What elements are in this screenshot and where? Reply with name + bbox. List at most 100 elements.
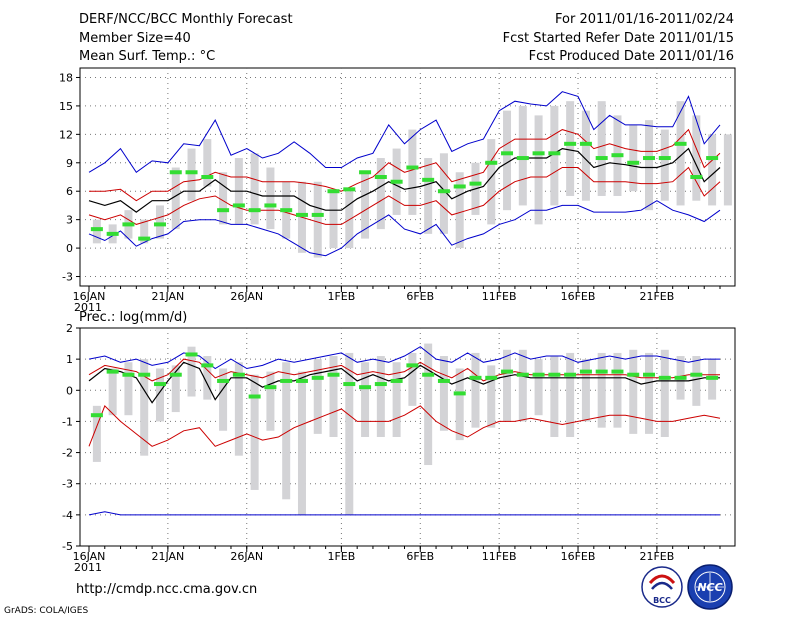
p1-spread-box: [140, 219, 149, 244]
p2-median-marker: [437, 378, 450, 383]
produced-date: Fcst Produced Date 2011/01/16: [528, 49, 734, 64]
p1-spread-box: [171, 167, 180, 230]
p2-median-marker: [422, 372, 435, 377]
p1-xtick-year: 2011: [74, 301, 102, 314]
p1-median-marker: [201, 175, 214, 179]
p1-median-marker: [122, 222, 135, 227]
p2-median-marker: [311, 375, 324, 380]
p1-median-marker: [706, 156, 719, 161]
p1-spread-box: [266, 167, 275, 230]
p2-spread-box: [203, 356, 212, 400]
p1-ytick-label: 0: [66, 242, 73, 255]
p1-series-upper: [89, 128, 721, 202]
p2-spread-box: [187, 346, 196, 397]
p1-spread-box: [487, 139, 496, 225]
p2-series-upper: [88, 358, 720, 382]
p2-spread-box: [424, 343, 433, 466]
p2-spread-box: [392, 362, 401, 437]
p1-median-marker: [469, 181, 482, 186]
p2-spread-box: [282, 362, 291, 500]
p1-spread-box: [692, 115, 701, 201]
p1-spread-box: [645, 120, 654, 211]
p2-xtick-label: 21JAN: [151, 550, 184, 563]
p1-median-marker: [374, 175, 387, 179]
p2-median-marker: [690, 372, 703, 377]
chart-title: DERF/NCC/BCC Monthly Forecast: [79, 12, 293, 27]
p2-median-marker: [469, 375, 482, 380]
p2-median-marker: [706, 375, 719, 380]
p1-xtick-label: 11FEB: [482, 290, 517, 303]
p2-spread-box: [376, 356, 385, 437]
p2-ytick-label: -3: [62, 478, 73, 491]
p2-xtick-label: 11FEB: [482, 550, 517, 563]
p2-median-marker: [264, 385, 277, 390]
p1-xtick-label: 1FEB: [327, 290, 355, 303]
footer-url[interactable]: http://cmdp.ncc.cma.gov.cn: [76, 582, 258, 597]
p2-spread-box: [613, 352, 622, 428]
p2-ytick-label: 2: [66, 322, 73, 335]
p2-median-marker: [343, 382, 356, 387]
p1-spread-box: [455, 172, 464, 249]
p1-spread-box: [424, 158, 433, 234]
p1-spread-box: [361, 172, 370, 239]
p2-median-marker: [516, 372, 529, 377]
p2-series-min: [88, 511, 720, 516]
p2-series-lower: [88, 405, 721, 447]
p1-spread-box: [581, 110, 590, 201]
p1-spread-box: [597, 101, 606, 196]
p1-spread-box: [313, 181, 322, 258]
p2-ytick-label: -1: [62, 415, 73, 428]
p1-median-marker: [359, 170, 372, 175]
p2-median-marker: [327, 372, 340, 377]
p2-spread-box: [408, 352, 417, 406]
p2-median-marker: [169, 372, 182, 377]
p2-spread-box: [518, 349, 527, 422]
p2-spread-box: [140, 359, 149, 456]
p2-spread-box: [108, 368, 117, 416]
p2-spread-box: [566, 352, 575, 437]
p1-spread-box: [550, 105, 559, 206]
p2-ytick-label: -5: [62, 540, 73, 553]
p2-median-marker: [359, 385, 372, 390]
p2-median-marker: [485, 375, 498, 380]
p1-median-marker: [343, 187, 356, 192]
p1-median-marker: [295, 212, 308, 217]
svg-text:NCC: NCC: [697, 581, 722, 594]
p2-spread-box: [92, 405, 101, 462]
p1-median-marker: [564, 141, 577, 146]
p2-xtick-year: 2011: [74, 561, 102, 574]
p2-spread-box: [660, 349, 669, 437]
p2-median-marker: [501, 369, 514, 374]
p1-spread-box: [503, 110, 512, 211]
p2-spread-box: [124, 362, 133, 416]
p2-median-marker: [548, 372, 561, 377]
p1-spread-box: [518, 105, 527, 206]
p2-spread-box: [487, 365, 496, 428]
p2-median-marker: [579, 369, 592, 374]
p2-spread-box: [329, 356, 338, 437]
p2-spread-box: [345, 352, 354, 515]
p1-median-marker: [516, 156, 529, 161]
p2-median-marker: [564, 372, 577, 377]
p1-spread-box: [250, 153, 259, 225]
p2-spread-box: [692, 356, 701, 406]
p1-median-marker: [217, 208, 230, 213]
p2-spread-box: [266, 371, 275, 431]
p1-median-marker: [453, 184, 466, 189]
p2-xtick-label: 26JAN: [230, 550, 263, 563]
p2-xtick-label: 1FEB: [327, 550, 355, 563]
p2-frame: [79, 327, 736, 547]
p1-median-marker: [90, 227, 103, 232]
p2-xtick-label: 6FEB: [406, 550, 434, 563]
p2-median-marker: [138, 372, 151, 377]
ncc-logo-icon: NCC: [687, 564, 733, 610]
p1-median-marker: [658, 156, 671, 161]
p2-ytick-label: 1: [66, 353, 73, 366]
p1-spread-box: [92, 219, 101, 244]
p2-median-marker: [90, 413, 103, 418]
p1-median-marker: [264, 203, 277, 208]
p2-median-marker: [627, 372, 640, 377]
p2-median-marker: [390, 378, 403, 383]
p1-series-min: [88, 200, 721, 257]
p1-spread-box: [723, 134, 732, 206]
